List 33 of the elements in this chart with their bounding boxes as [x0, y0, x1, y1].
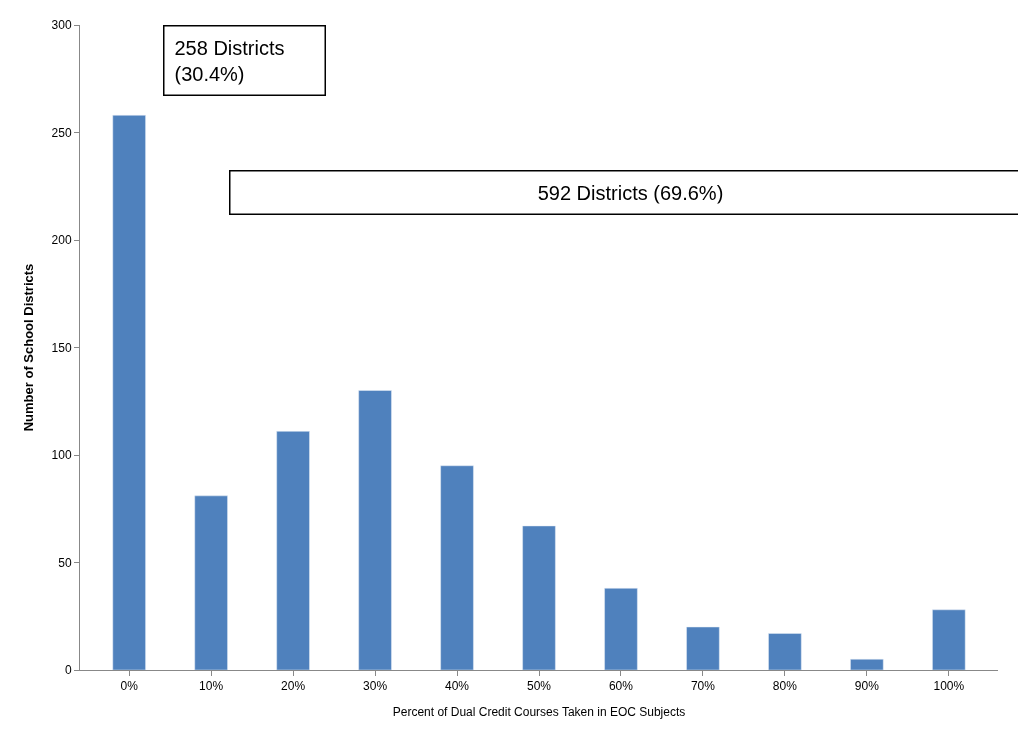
- x-tick-label: 40%: [445, 679, 470, 694]
- x-tick-label: 70%: [690, 679, 716, 694]
- bar: [768, 633, 802, 670]
- x-axis-title: Percent of Dual Credit Courses Taken in EOC Subjects: [392, 705, 686, 720]
- bar: [686, 626, 720, 670]
- x-tick-label: 30%: [363, 679, 388, 694]
- y-tick-label: 300: [51, 18, 72, 33]
- y-tick-label: 200: [51, 233, 72, 248]
- y-tick-label: 50: [58, 555, 72, 570]
- x-tick-label: 100%: [933, 679, 965, 694]
- x-tick-label: 90%: [854, 679, 880, 694]
- y-tick-label: 100: [51, 448, 72, 463]
- bar: [522, 525, 556, 670]
- y-axis-title: Number of School Districts: [20, 263, 36, 432]
- bar: [112, 115, 146, 670]
- x-tick-label: 0%: [120, 679, 139, 694]
- x-tick-label: 50%: [526, 679, 552, 694]
- y-tick-label: 250: [51, 125, 72, 140]
- bar: [932, 609, 966, 670]
- x-tick-label: 60%: [608, 679, 634, 694]
- y-tick-label: 150: [51, 340, 72, 355]
- annotation: 258 Districts (30.4%): [174, 36, 285, 85]
- bar: [358, 390, 392, 670]
- y-tick-label: 0: [64, 663, 72, 678]
- annotation: 592 Districts (69.6%): [537, 181, 724, 204]
- bar: [604, 588, 638, 670]
- bar: [194, 495, 228, 670]
- x-tick-label: 80%: [772, 679, 798, 694]
- bar: [850, 659, 884, 670]
- bar: [440, 465, 474, 670]
- bar: [276, 431, 310, 670]
- x-tick-label: 10%: [199, 679, 224, 694]
- x-tick-label: 20%: [281, 679, 306, 694]
